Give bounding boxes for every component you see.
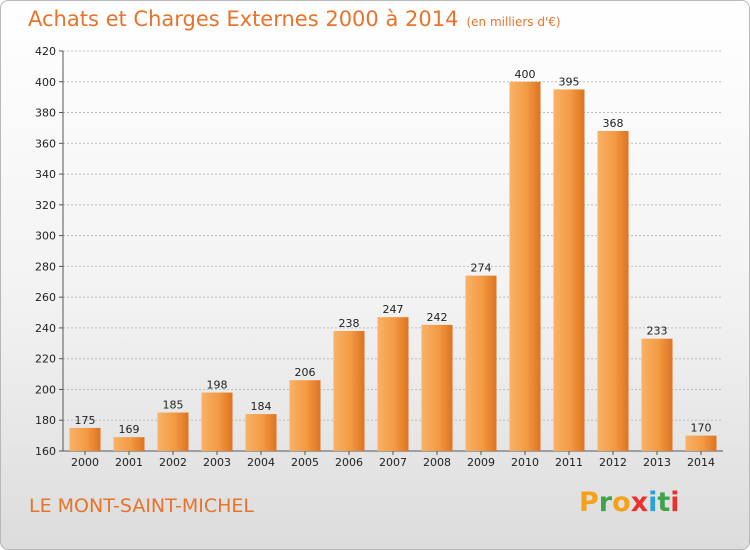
bar-value-label: 175	[75, 414, 96, 427]
commune-name: LE MONT-SAINT-MICHEL	[29, 495, 254, 517]
y-tick-label: 420	[35, 45, 56, 58]
y-tick-label: 180	[35, 414, 56, 427]
bar-2011	[553, 89, 585, 451]
logo-letter: r	[598, 487, 613, 518]
bar-value-label: 206	[295, 366, 316, 379]
logo-letter: o	[612, 487, 631, 518]
bar-value-label: 400	[515, 68, 536, 81]
bar-value-label: 185	[163, 399, 184, 412]
bar-2004	[245, 414, 277, 451]
bar-value-label: 184	[251, 400, 272, 413]
bar-2014	[685, 435, 717, 451]
chart-unit: (en milliers d'€)	[466, 15, 561, 29]
x-tick-label: 2003	[203, 456, 231, 469]
bar-value-label: 169	[119, 423, 140, 436]
x-tick-label: 2007	[379, 456, 407, 469]
y-tick-label: 240	[35, 322, 56, 335]
logo-letter: x	[630, 487, 649, 518]
y-tick-label: 220	[35, 353, 56, 366]
y-tick-label: 160	[35, 445, 56, 458]
bar-2007	[377, 317, 409, 451]
bar-value-label: 242	[427, 311, 448, 324]
x-tick-label: 2014	[687, 456, 715, 469]
bar-2002	[157, 412, 189, 451]
chart-title-text: Achats et Charges Externes 2000 à 2014	[28, 7, 459, 31]
bars	[69, 81, 717, 452]
bar-2010	[509, 81, 541, 452]
bar-2008	[421, 324, 453, 451]
x-tick-label: 2006	[335, 456, 363, 469]
x-tick-label: 2013	[643, 456, 671, 469]
x-tick-label: 2005	[291, 456, 319, 469]
bar-value-label: 274	[471, 262, 492, 275]
bar-value-label: 368	[603, 117, 624, 130]
x-tick-label: 2010	[511, 456, 539, 469]
x-tick-label: 2004	[247, 456, 275, 469]
y-tick-label: 200	[35, 383, 56, 396]
x-tick-label: 2002	[159, 456, 187, 469]
y-tick-label: 360	[35, 137, 56, 150]
bar-value-label: 238	[339, 317, 360, 330]
bar-2012	[597, 131, 629, 451]
logo-letter: t	[657, 487, 671, 518]
bar-2009	[465, 275, 497, 451]
axes: 160 180 200 220 240 260 280 300 320 340 360 380 400 4…	[35, 45, 723, 469]
data-labels: 175 169 185 198 184 206 238 247 242 274 400 395 368 2…	[75, 68, 712, 436]
chart-title: Achats et Charges Externes 2000 à 2014 (e…	[28, 7, 561, 31]
x-tick-label: 2008	[423, 456, 451, 469]
y-tick-label: 260	[35, 291, 56, 304]
y-tick-label: 300	[35, 230, 56, 243]
logo-letter: i	[648, 487, 658, 518]
bar-2001	[113, 437, 145, 451]
proxiti-logo[interactable]: Proxiti	[579, 487, 680, 518]
bar-value-label: 170	[691, 422, 712, 435]
bar-value-label: 247	[383, 303, 404, 316]
x-tick-label: 2012	[599, 456, 627, 469]
x-tick-label: 2000	[71, 456, 99, 469]
bar-2013	[641, 338, 673, 451]
bar-value-label: 233	[647, 325, 668, 338]
logo-letter: i	[670, 487, 680, 518]
logo-letter: P	[579, 487, 599, 518]
y-tick-label: 340	[35, 168, 56, 181]
bar-2000	[69, 427, 101, 451]
bar-value-label: 198	[207, 379, 228, 392]
y-tick-label: 320	[35, 199, 56, 212]
x-tick-label: 2011	[555, 456, 583, 469]
bar-2006	[333, 331, 365, 451]
bar-2005	[289, 380, 321, 451]
y-tick-label: 380	[35, 107, 56, 120]
y-tick-label: 400	[35, 76, 56, 89]
y-tick-label: 280	[35, 260, 56, 273]
x-tick-label: 2001	[115, 456, 143, 469]
bar-2003	[201, 392, 233, 451]
bar-value-label: 395	[559, 75, 580, 88]
x-tick-label: 2009	[467, 456, 495, 469]
